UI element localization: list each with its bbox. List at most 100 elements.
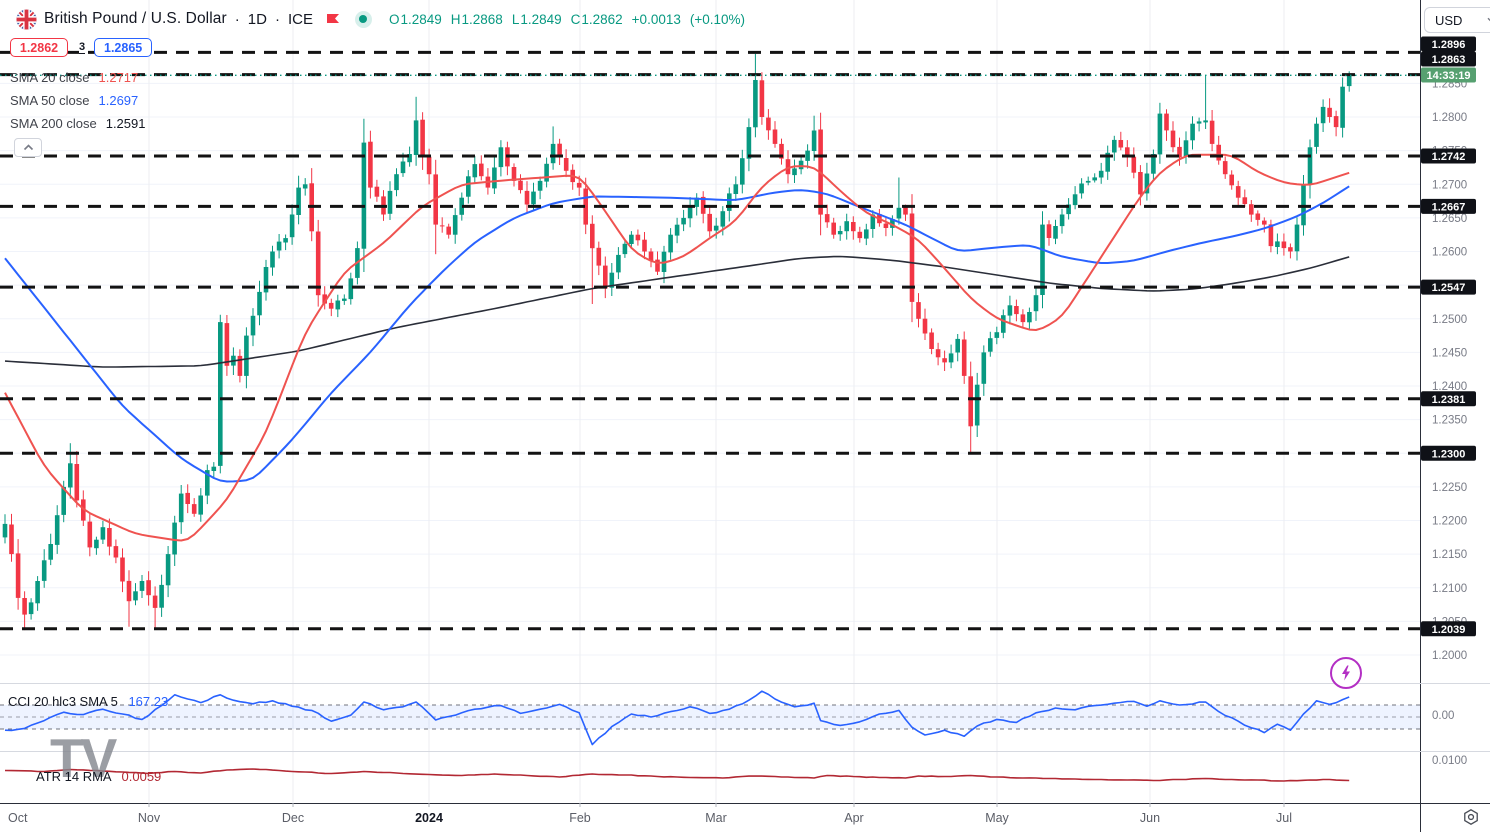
svg-text:1.2200: 1.2200 [1432, 516, 1467, 528]
candle [537, 176, 543, 200]
candle [257, 280, 262, 326]
candle [1242, 189, 1248, 207]
atr-line[interactable] [4, 768, 1350, 782]
candle [785, 150, 791, 184]
candle [1294, 217, 1300, 261]
price-level-lines[interactable] [0, 50, 1420, 631]
candle [687, 197, 693, 228]
svg-text:Jul: Jul [1276, 811, 1292, 825]
candle [851, 216, 856, 240]
candle [805, 144, 810, 169]
candle [955, 334, 960, 362]
candle [113, 539, 119, 564]
candle [694, 193, 699, 216]
svg-text:1.2700: 1.2700 [1432, 179, 1467, 191]
cci-line[interactable] [4, 690, 1350, 746]
timeframe-button[interactable]: 1D [247, 10, 267, 28]
svg-text:0.00: 0.00 [1432, 710, 1454, 722]
candle [22, 591, 27, 631]
candle [1268, 219, 1274, 253]
candle [622, 240, 628, 258]
candle [1131, 147, 1137, 179]
legend-sma20[interactable]: SMA 20 close 1.2717 [10, 70, 139, 85]
candle [994, 326, 1000, 345]
symbol-title[interactable]: British Pound / U.S. Dollar [44, 10, 227, 27]
sma20-value: 1.2717 [98, 70, 139, 85]
candle [766, 109, 771, 140]
candle [1040, 211, 1045, 309]
legend-sma200[interactable]: SMA 200 close 1.2591 [10, 116, 146, 131]
sma-200-line[interactable] [4, 255, 1350, 368]
candle [1203, 76, 1208, 129]
candle [1118, 131, 1124, 151]
candle [374, 179, 380, 202]
candle [1275, 233, 1280, 255]
candle [1053, 219, 1058, 245]
cci-indicator-label[interactable]: CCI 20 hlc3 SMA 5 167.23 [8, 694, 169, 709]
atr-indicator-label[interactable]: ATR 14 RMA 0.0059 [36, 769, 162, 784]
candle [1288, 243, 1293, 259]
svg-text:1.2650: 1.2650 [1432, 213, 1467, 225]
candle [961, 331, 967, 384]
candle [54, 505, 60, 554]
chart-header: British Pound / U.S. Dollar · 1D · ICE O… [16, 7, 745, 31]
candle [479, 155, 484, 181]
candle [1066, 198, 1071, 220]
candle [1235, 180, 1241, 206]
candle [792, 159, 797, 183]
candle [413, 96, 419, 166]
candle [1027, 307, 1032, 330]
candle [1340, 77, 1345, 138]
market-status-icon[interactable] [354, 10, 372, 28]
sma50-value: 1.2697 [98, 93, 139, 108]
candle [609, 263, 615, 296]
candle [48, 533, 53, 566]
sma-50-line[interactable] [4, 185, 1350, 483]
quote-panel: 1.2862 3 1.2865 [10, 38, 153, 57]
time-axis[interactable] [0, 803, 1490, 832]
svg-text:1.2300: 1.2300 [1432, 448, 1466, 460]
currency-selector[interactable]: USD [1424, 7, 1490, 33]
collapse-legend-button[interactable] [14, 138, 42, 157]
flag-bookmark-icon[interactable] [326, 13, 340, 26]
candle [126, 570, 132, 627]
candle [596, 241, 602, 276]
candle [315, 219, 321, 307]
candle [342, 294, 347, 305]
sma-20-line[interactable] [4, 153, 1350, 542]
candle [159, 574, 164, 617]
candle [1255, 210, 1261, 226]
chevron-down-icon [1487, 17, 1490, 22]
change-percent: (+0.10%) [689, 11, 746, 27]
candle [139, 575, 145, 598]
quick-trade-lightning-button[interactable] [1330, 657, 1362, 689]
exchange-label[interactable]: ICE [287, 10, 313, 28]
candle [87, 513, 93, 557]
svg-text:May: May [985, 811, 1009, 825]
price-axis[interactable] [1420, 0, 1490, 832]
candle [120, 548, 125, 593]
atr-value: 0.0059 [121, 769, 162, 784]
time-axis-settings-button[interactable] [1459, 806, 1483, 828]
candle [935, 342, 941, 366]
candle [302, 178, 308, 196]
buy-button[interactable]: 1.2865 [94, 38, 153, 57]
candle [550, 126, 556, 170]
candle [205, 464, 210, 505]
candle [681, 209, 686, 232]
candle [857, 226, 863, 243]
svg-text:Feb: Feb [569, 811, 591, 825]
indicator-legend: SMA 20 close 1.2717 SMA 50 close 1.2697 … [10, 66, 145, 135]
price-level-labels: 1.2896 1.2863 1.2742 1.2667 1.2547 1.2381 1.23… [1421, 36, 1476, 637]
candle [1157, 102, 1163, 164]
candle [988, 331, 993, 357]
candle [94, 536, 99, 555]
sell-button[interactable]: 1.2862 [10, 38, 68, 57]
svg-text:1.2400: 1.2400 [1432, 381, 1467, 393]
candle [41, 549, 47, 588]
candle [1320, 99, 1326, 132]
price-tick-labels: 1.28501.28001.27501.27001.26501.26001.25… [1432, 78, 1467, 767]
legend-sma50[interactable]: SMA 50 close 1.2697 [10, 93, 139, 108]
